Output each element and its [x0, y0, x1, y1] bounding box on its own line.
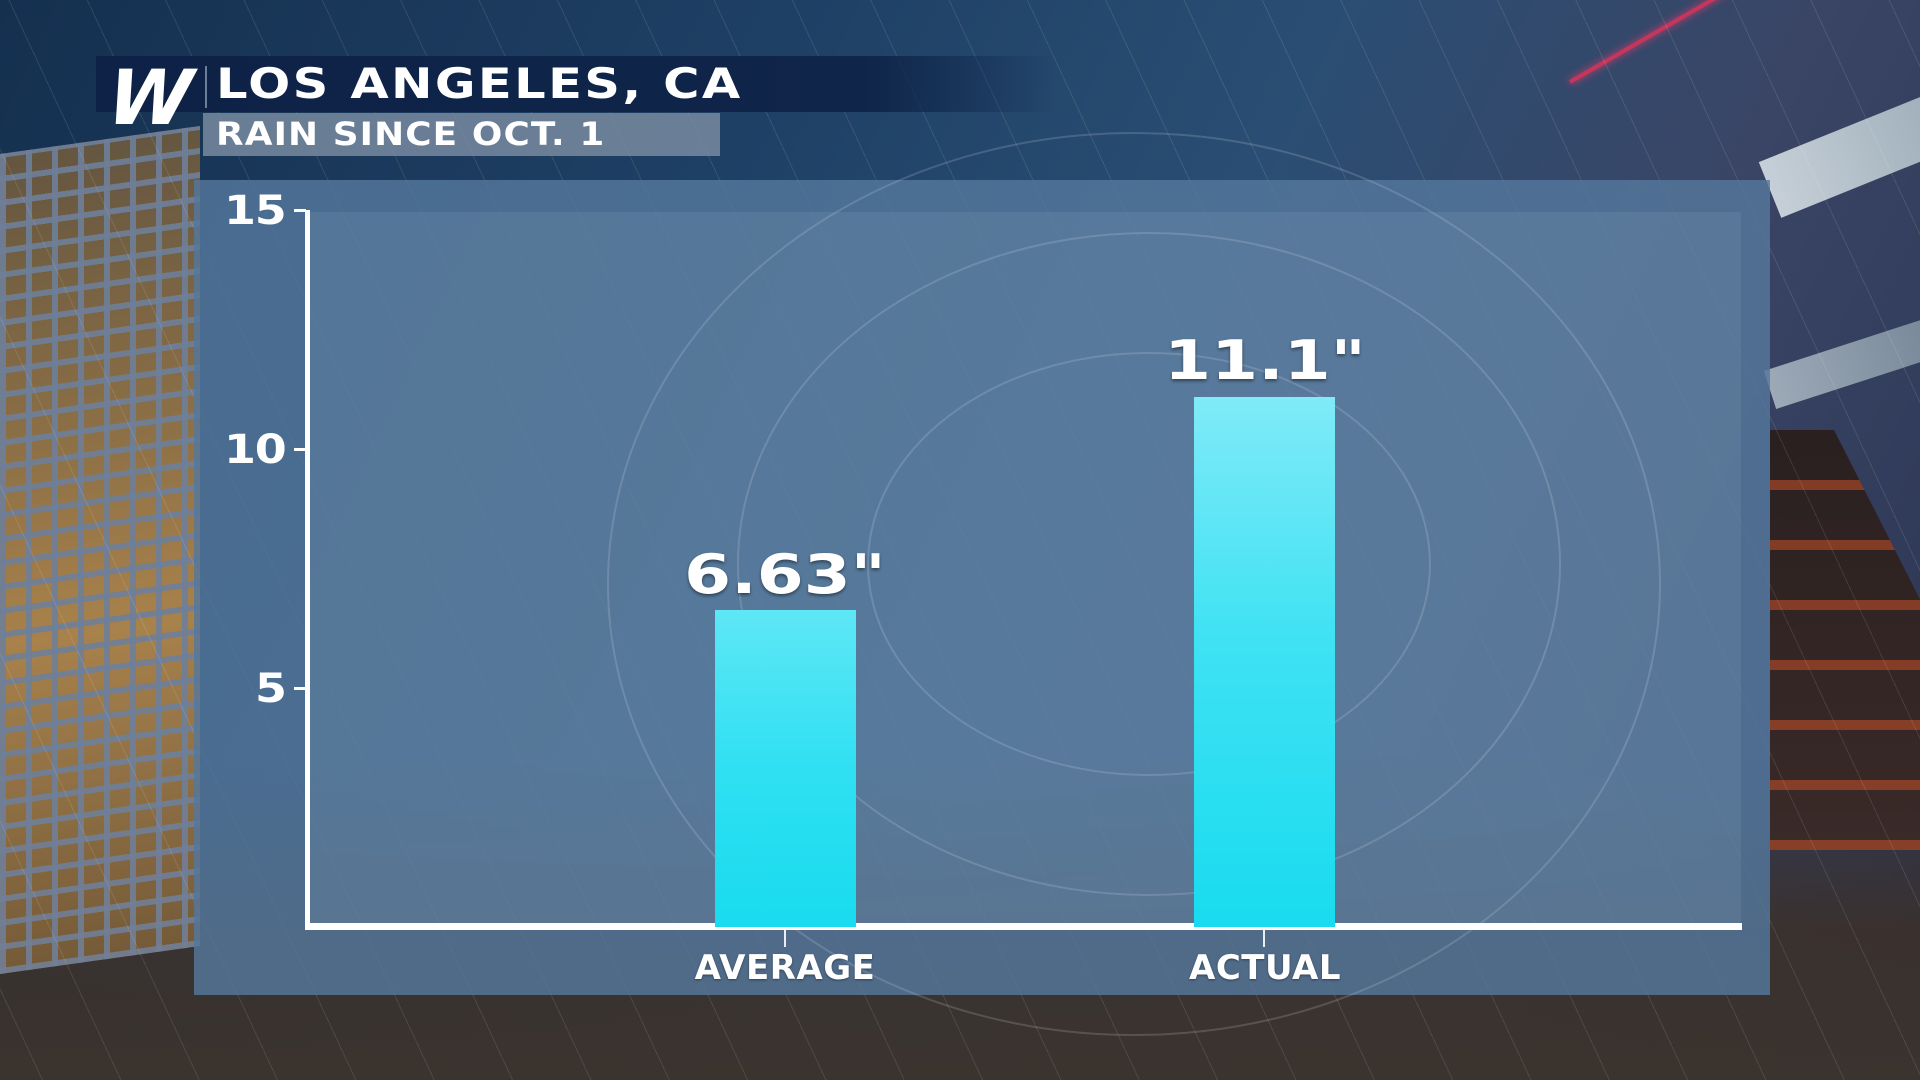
y-tick-label: 10: [224, 427, 287, 473]
decorative-contour: [607, 132, 1661, 1036]
y-tick-5: [294, 687, 306, 690]
y-tick-label: 15: [224, 188, 287, 234]
logo-divider: [205, 66, 207, 108]
background-building-left: [0, 125, 200, 975]
bar-average: [715, 610, 856, 927]
x-axis: [305, 923, 1742, 930]
y-tick-15: [294, 209, 306, 212]
page-title: LOS ANGELES, CA: [216, 59, 743, 108]
subtitle-bar: [203, 113, 720, 156]
y-tick-label: 5: [255, 666, 287, 712]
y-axis: [305, 210, 310, 930]
x-tick-average: [784, 930, 786, 947]
x-axis-label-actual: ACTUAL: [1189, 948, 1341, 988]
weather-network-logo-icon: W: [103, 53, 187, 142]
bar-actual: [1194, 397, 1335, 927]
decorative-contour: [867, 352, 1431, 776]
plot-area: [307, 132, 1741, 1036]
decorative-contour: [737, 232, 1561, 896]
y-tick-10: [294, 448, 306, 451]
bar-value-label-average: 6.63": [684, 543, 886, 606]
page-subtitle: RAIN SINCE OCT. 1: [216, 115, 606, 153]
title-bar: [96, 56, 1056, 112]
x-tick-actual: [1263, 930, 1265, 947]
x-axis-label-average: AVERAGE: [694, 948, 876, 988]
bar-value-label-actual: 11.1": [1164, 329, 1366, 392]
